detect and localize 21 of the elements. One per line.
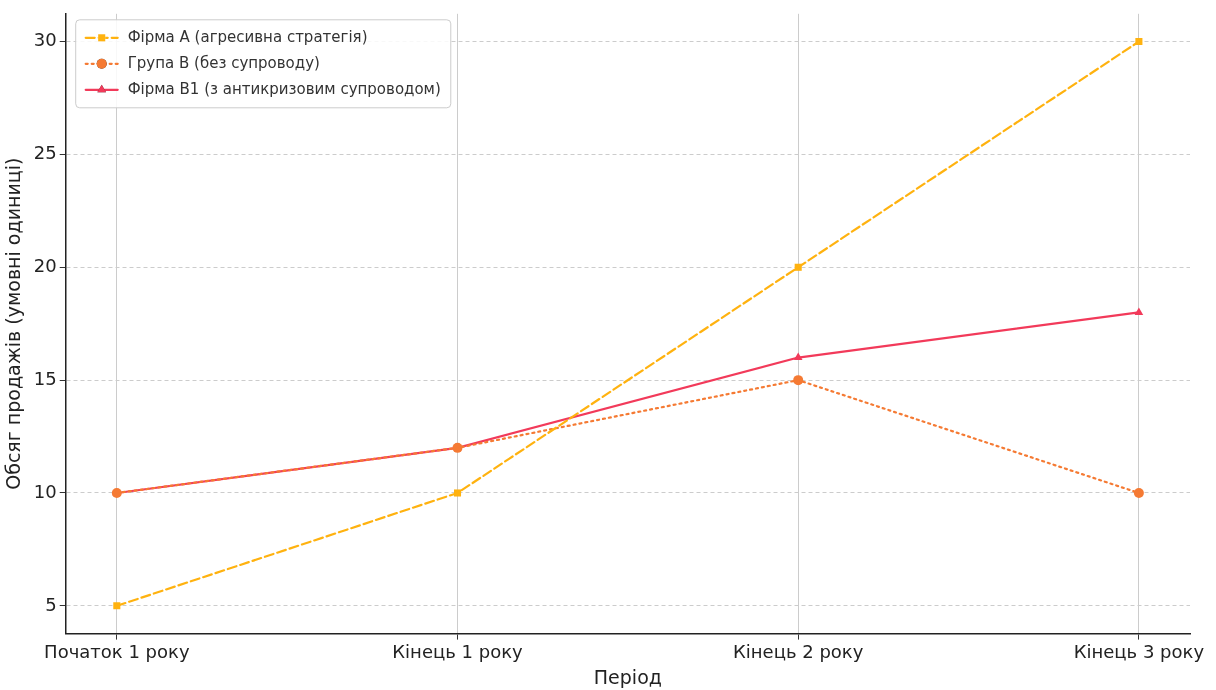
legend-label: Група В (без супроводу) <box>127 53 320 72</box>
y-tick-label: 5 <box>45 593 57 615</box>
point <box>794 263 802 271</box>
point <box>453 489 462 497</box>
x-axis-title: Період <box>593 665 662 688</box>
y-tick-label: 15 <box>33 367 57 389</box>
x-tick-label: Кінець 1 року <box>392 641 524 663</box>
y-tick-label: 10 <box>33 480 57 502</box>
point <box>1135 38 1143 46</box>
point <box>793 375 804 386</box>
y-tick-label: 25 <box>33 142 57 164</box>
legend-label: Фірма В1 (з антикризовим супроводом) <box>127 79 441 98</box>
x-tick-label: Кінець 3 року <box>1073 641 1205 663</box>
x-tick-label: Початок 1 року <box>44 641 190 663</box>
y-tick-label: 20 <box>33 254 57 276</box>
x-tick-label: Кінець 2 року <box>733 641 864 663</box>
y-tick-label: 30 <box>33 29 57 51</box>
legend-label: Фірма А (агресивна стратегія) <box>127 27 368 46</box>
y-axis-title: Обсяг продажів (умовні одиниці) <box>2 157 25 490</box>
point <box>113 602 121 610</box>
point <box>1133 487 1144 498</box>
